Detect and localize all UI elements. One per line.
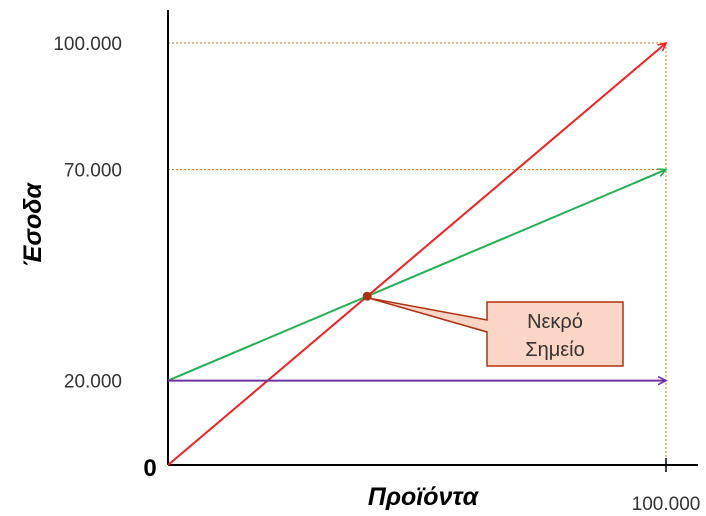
break-even-marker (362, 291, 372, 301)
callout-box (368, 297, 624, 367)
series-lines (167, 43, 666, 466)
x-tick-label: 100.000 (632, 494, 701, 515)
y-axis-title: Έσοδα (19, 182, 47, 267)
callout-label-line1: Νεκρό (527, 311, 583, 333)
guide-lines (168, 42, 667, 465)
y-tick-label: 100.000 (53, 34, 122, 55)
series-line-0 (167, 43, 666, 466)
origin-label: 0 (143, 455, 156, 482)
callout-label-line2: Σημείο (525, 339, 585, 361)
x-axis-title: Προϊόντα (368, 483, 480, 511)
y-tick-label: 20.000 (64, 372, 122, 393)
series-line-1 (167, 170, 666, 382)
y-tick-label: 70.000 (64, 161, 122, 182)
